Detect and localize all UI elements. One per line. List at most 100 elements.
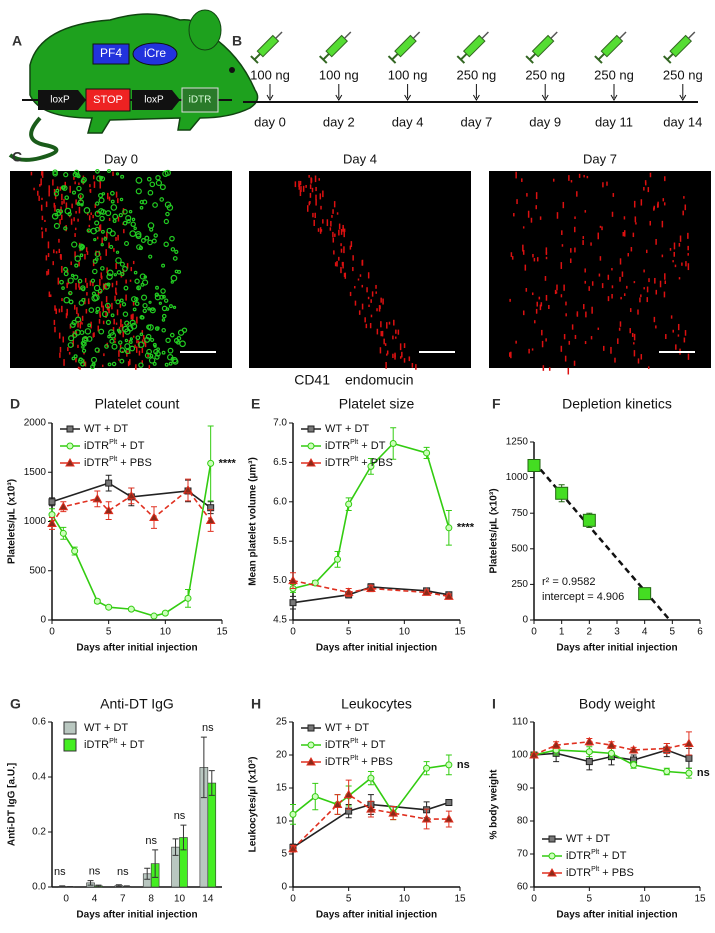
endomucin-signal [522,244,524,252]
endomucin-signal [632,232,635,238]
endomucin-signal [646,286,649,293]
cd41-signal [155,174,161,181]
cd41-signal [109,338,115,344]
endomucin-signal [556,212,559,219]
syringe-grip [456,55,466,64]
endomucin-signal [118,358,120,361]
cd41-signal [124,348,131,355]
endomucin-signal [623,230,626,237]
endomucin-signal [73,176,75,180]
endomucin-signal [545,338,547,342]
endomucin-signal [141,347,144,353]
label-part: Plt [109,738,117,745]
x-tick-label: 6 [697,627,703,638]
endomucin-signal [619,258,622,265]
legend-label: iDTRPlt + DT [325,439,386,452]
y-tick-label: 5 [281,849,287,860]
y-tick-label: 1250 [506,437,529,448]
endomucin-signal [47,253,50,258]
endomucin-signal [584,210,587,213]
error-bar [115,884,122,887]
endomucin-signal [58,238,60,243]
cd41-signal [110,199,115,204]
y-tick-label: 90 [517,783,529,794]
cd41-signal [91,291,97,296]
endomucin-signal [115,237,117,241]
endomucin-signal [684,330,687,336]
arrow-head [541,94,549,101]
cd41-signal [135,176,143,184]
x-tick-label: 7 [120,894,126,905]
endomucin-signal [352,267,354,272]
cd41-signal [122,311,129,317]
endomucin-signal [685,261,687,267]
x-axis-label: Days after initial injection [316,910,437,921]
marker [685,754,693,762]
endomucin-signal [33,187,35,191]
endomucin-signal [626,285,628,289]
cd41-signal [156,326,160,330]
cd41-signal [160,288,166,294]
cd41-signal [148,357,156,364]
cd41-signal [104,344,109,349]
marker [366,804,376,813]
endomucin-signal [97,291,100,296]
endomucin-signal [627,252,629,257]
marker [184,594,192,602]
label-part: Plt [591,849,599,856]
endomucin-signal [315,199,317,206]
endomucin-signal [623,216,626,220]
endomucin-signal [115,191,118,198]
y-tick-label: 6.0 [273,496,287,507]
endomucin-signal [369,323,372,329]
endomucin-signal [637,358,640,364]
endomucin-signal [309,184,312,189]
endomucin-signal [370,299,372,303]
endomucin-signal [342,261,344,269]
x-axis-label: Days after initial injection [76,910,197,921]
cd41-signal [121,302,127,307]
cd41-signal [70,322,76,328]
endomucin-signal [527,210,530,218]
endomucin-signal [59,186,62,191]
x-tick-label: 15 [454,627,466,638]
endomucin-signal [45,201,48,208]
endomucin-signal [368,304,370,308]
cd41-signal [105,319,112,325]
stop-label: STOP [93,94,123,106]
endomucin-signal [129,279,132,282]
endomucin-signal [687,263,690,271]
endomucin-signal [135,346,138,353]
endomucin-signal [607,274,610,280]
marker [127,605,135,613]
endomucin-signal [366,287,368,293]
cd41-signal [58,209,64,214]
error-bar [152,849,159,878]
endomucin-signal [52,261,54,266]
endomucin-signal [305,184,307,188]
endomucin-signal [365,323,368,329]
x-tick-label: 0 [63,894,69,905]
endomucin-signal [583,174,585,178]
y-axis-label: Anti-DT IgG [a.U.] [7,763,18,846]
endomucin-signal [350,241,353,247]
endomucin-signal [148,365,151,369]
significance-label: ns [145,835,157,847]
endomucin-signal [66,282,68,289]
endomucin-signal [131,316,134,322]
endomucin-signal [61,305,63,313]
endomucin-signal [674,264,677,268]
endomucin-signal [620,296,622,300]
y-axis-label: Platelets/µL (x10³) [7,479,18,564]
syringe-needle [481,31,489,39]
x-tick-label: 4 [92,894,98,905]
cd41-signal [80,178,86,184]
marker [311,579,319,587]
y-tick-label: 110 [512,717,528,728]
label-part: Plt [350,738,358,745]
endomucin-signal [687,353,690,360]
endomucin-signal [48,191,50,197]
cd41-signal [151,238,157,244]
legend-label: iDTRPlt + PBS [325,456,393,469]
marker [584,736,595,746]
